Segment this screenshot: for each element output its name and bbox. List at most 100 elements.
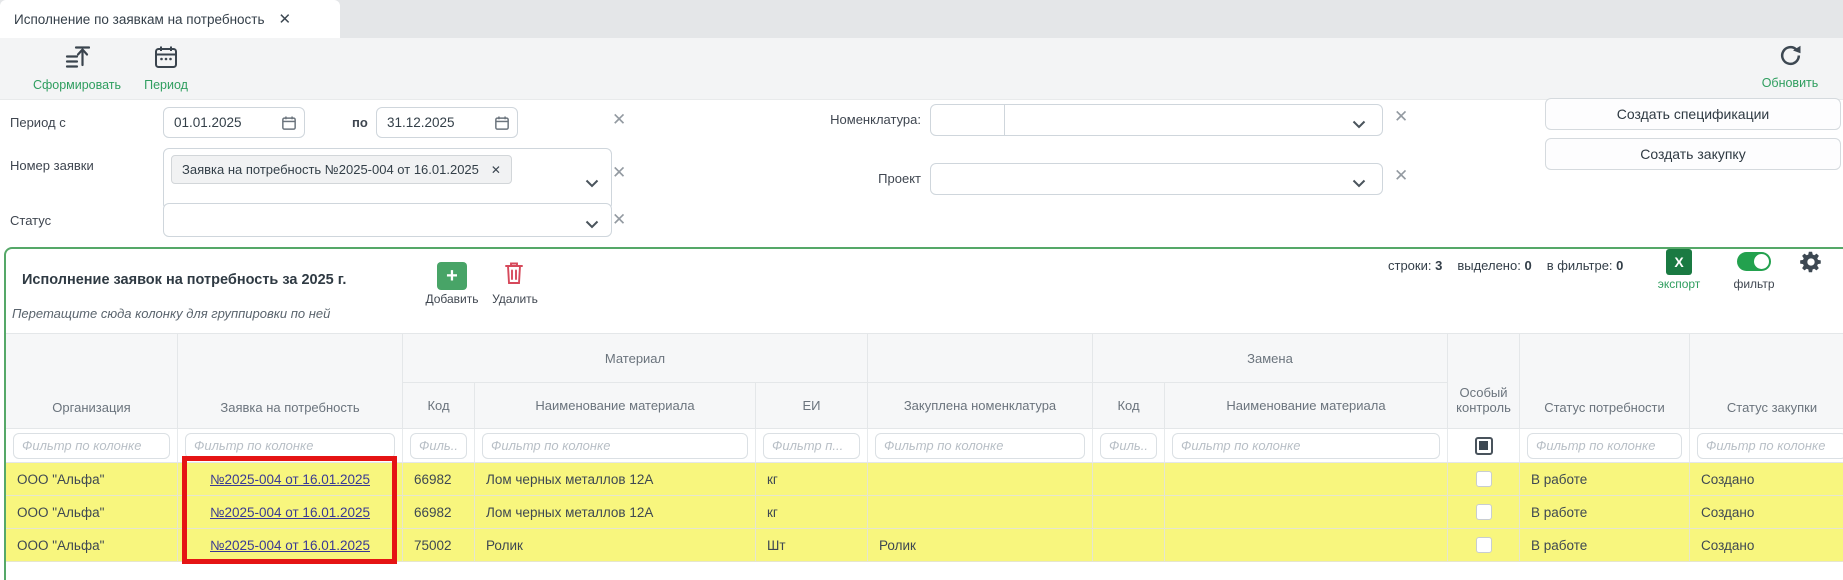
column-header-purchased-nomenclature[interactable]: Закуплена номенклатура (868, 383, 1093, 429)
filter-input-replacement-material[interactable] (1172, 432, 1440, 459)
request-chip-text: Заявка на потребность №2025-004 от 16.01… (182, 162, 479, 177)
filter-toggle[interactable] (1737, 252, 1771, 271)
cell-code[interactable]: 66982 (403, 463, 475, 496)
cell-material-name[interactable]: Лом черных металлов 12А (475, 463, 756, 496)
column-header-unit[interactable]: ЕИ (756, 383, 868, 429)
cell-organization[interactable]: ООО "Альфа" (6, 529, 178, 562)
cell-replacement-code[interactable] (1093, 496, 1165, 529)
column-header-need-status[interactable]: Статус потребности (1520, 334, 1690, 429)
cell-purchase-status[interactable]: Создано (1690, 529, 1843, 562)
cell-special-control (1448, 463, 1520, 496)
add-button[interactable]: + (437, 262, 467, 290)
cell-material-name[interactable]: Ролик (475, 529, 756, 562)
group-header-material[interactable]: Материал (403, 334, 868, 383)
clear-period-icon[interactable]: ✕ (612, 110, 627, 129)
chevron-down-icon (585, 216, 599, 234)
row-checkbox[interactable] (1475, 537, 1492, 553)
tab-execution-requests[interactable]: Исполнение по заявкам на потребность ✕ (0, 0, 340, 38)
clear-request-icon[interactable]: ✕ (612, 163, 627, 182)
delete-button[interactable] (500, 261, 528, 289)
cell-request: №2025-004 от 16.01.2025 (178, 529, 403, 562)
filter-input-replacement-code[interactable] (1100, 432, 1157, 459)
group-drop-hint[interactable]: Перетащите сюда колонку для группировки … (12, 306, 331, 321)
cell-organization[interactable]: ООО "Альфа" (6, 463, 178, 496)
period-from-input[interactable] (164, 108, 304, 137)
cell-purchased[interactable] (868, 496, 1093, 529)
clear-project-icon[interactable]: ✕ (1394, 166, 1409, 185)
chip-remove-icon[interactable]: ✕ (490, 162, 501, 177)
cell-replacement-material[interactable] (1165, 496, 1448, 529)
request-link[interactable]: №2025-004 от 16.01.2025 (210, 537, 370, 553)
cell-unit[interactable]: кг (756, 463, 868, 496)
cell-need-status[interactable]: В работе (1520, 463, 1690, 496)
filter-cell (403, 429, 475, 463)
column-header-material-name[interactable]: Наименование материала (475, 383, 756, 429)
clear-status-icon[interactable]: ✕ (612, 210, 627, 229)
cell-purchased[interactable] (868, 463, 1093, 496)
calendar-icon[interactable] (281, 115, 297, 136)
export-button[interactable]: X (1666, 249, 1692, 275)
filter-cell (868, 429, 1093, 463)
column-header-purchase-status[interactable]: Статус закупки (1690, 334, 1843, 429)
cell-material-name[interactable]: Лом черных металлов 12А (475, 496, 756, 529)
project-label: Проект (878, 171, 921, 186)
column-header-organization[interactable]: Организация (6, 334, 178, 429)
cell-code[interactable]: 75002 (403, 529, 475, 562)
row-checkbox[interactable] (1475, 504, 1492, 520)
filter-input-need-status[interactable] (1527, 432, 1682, 459)
group-header-replacement[interactable]: Замена (1093, 334, 1448, 383)
status-select[interactable] (163, 203, 612, 237)
column-header-replacement-code[interactable]: Код (1093, 383, 1165, 429)
cell-need-status[interactable]: В работе (1520, 529, 1690, 562)
cell-need-status[interactable]: В работе (1520, 496, 1690, 529)
calendar-icon[interactable] (494, 115, 510, 136)
request-link[interactable]: №2025-004 от 16.01.2025 (210, 471, 370, 487)
cell-purchase-status[interactable]: Создано (1690, 496, 1843, 529)
delete-label: Удалить (492, 292, 538, 306)
period-button[interactable]: Период (131, 44, 201, 92)
column-header-special-control[interactable]: Особый контроль (1448, 334, 1520, 429)
column-header-code[interactable]: Код (403, 383, 475, 429)
filter-input-code[interactable] (410, 432, 467, 459)
chevron-down-icon[interactable] (585, 175, 599, 193)
refresh-button[interactable]: Обновить (1752, 43, 1828, 90)
cell-unit[interactable]: кг (756, 496, 868, 529)
cell-request: №2025-004 от 16.01.2025 (178, 496, 403, 529)
create-purchase-button[interactable]: Создать закупку (1545, 138, 1841, 170)
cell-replacement-material[interactable] (1165, 463, 1448, 496)
cell-organization[interactable]: ООО "Альфа" (6, 496, 178, 529)
request-number-select[interactable]: Заявка на потребность №2025-004 от 16.01… (163, 148, 612, 210)
cell-replacement-code[interactable] (1093, 529, 1165, 562)
cell-replacement-material[interactable] (1165, 529, 1448, 562)
results-table: Организация Заявка на потребность Матери… (6, 333, 1843, 562)
row-checkbox[interactable] (1475, 471, 1492, 487)
column-header-replacement-material-name[interactable]: Наименование материала (1165, 383, 1448, 429)
period-to-label: по (352, 115, 368, 130)
generate-button[interactable]: Сформировать (22, 44, 132, 92)
filter-input-request[interactable] (185, 432, 395, 459)
clear-nomenclature-icon[interactable]: ✕ (1394, 107, 1409, 126)
filter-input-purchase-status[interactable] (1697, 432, 1843, 459)
settings-gear-icon[interactable] (1797, 248, 1825, 276)
nomenclature-select[interactable] (930, 104, 1383, 136)
cell-code[interactable]: 66982 (403, 496, 475, 529)
close-icon[interactable]: ✕ (278, 11, 292, 28)
column-header-request[interactable]: Заявка на потребность (178, 334, 403, 429)
cell-unit[interactable]: Шт (756, 529, 868, 562)
filter-input-material-name[interactable] (482, 432, 748, 459)
period-to-input[interactable] (377, 108, 517, 137)
filter-input-purchased[interactable] (875, 432, 1085, 459)
filter-input-unit[interactable] (763, 432, 860, 459)
filter-input-organization[interactable] (13, 432, 170, 459)
request-link[interactable]: №2025-004 от 16.01.2025 (210, 504, 370, 520)
cell-purchased[interactable]: Ролик (868, 529, 1093, 562)
period-label: Период (144, 78, 188, 92)
project-select[interactable] (930, 163, 1383, 195)
cell-purchase-status[interactable]: Создано (1690, 463, 1843, 496)
filter-cell (1093, 429, 1165, 463)
special-control-filter-checkbox[interactable] (1474, 436, 1493, 455)
filter-cell (756, 429, 868, 463)
cell-replacement-code[interactable] (1093, 463, 1165, 496)
create-specifications-button[interactable]: Создать спецификации (1545, 98, 1841, 130)
plus-icon: + (446, 265, 458, 287)
